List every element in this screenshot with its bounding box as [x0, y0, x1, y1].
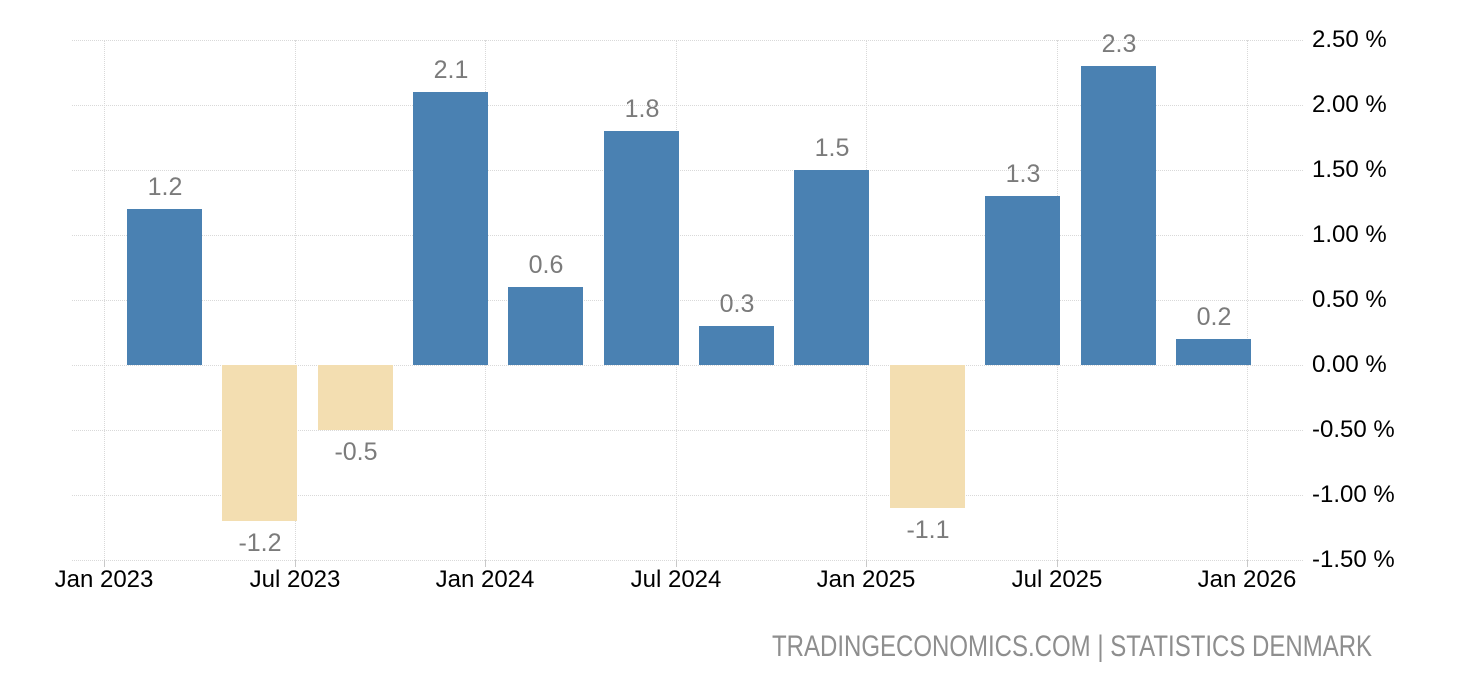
- x-axis-label: Jul 2024: [630, 566, 722, 593]
- bar-value-label: 2.1: [433, 56, 469, 84]
- x-axis-tick: [1247, 560, 1248, 567]
- gridline-horizontal: [72, 365, 1303, 366]
- x-axis-label: Jan 2026: [1197, 566, 1297, 593]
- x-axis-tick: [866, 560, 867, 567]
- y-axis-label: 0.50 %: [1312, 286, 1387, 313]
- bar-value-label: 1.3: [1005, 160, 1041, 188]
- x-axis-label: Jan 2025: [816, 566, 916, 593]
- gridline-horizontal: [72, 300, 1303, 301]
- bar-value-label: 1.8: [624, 95, 660, 123]
- bar-q1-2025[interactable]: [890, 365, 965, 508]
- gridline-horizontal: [72, 105, 1303, 106]
- gridline-vertical: [295, 40, 296, 560]
- x-axis-label: Jul 2023: [249, 566, 341, 593]
- y-axis-label: -1.00 %: [1312, 481, 1395, 508]
- bar-q4-2025[interactable]: [1176, 339, 1251, 365]
- x-axis-label: Jul 2025: [1011, 566, 1103, 593]
- x-axis-tick: [1057, 560, 1058, 567]
- y-axis-label: 1.50 %: [1312, 156, 1387, 183]
- bar-value-label: 1.2: [147, 173, 183, 201]
- bar-value-label: -1.2: [238, 529, 282, 557]
- source-attribution: TRADINGECONOMICS.COM | STATISTICS DENMAR…: [771, 630, 1372, 663]
- bar-q1-2023[interactable]: [127, 209, 202, 365]
- y-axis-label: 0.00 %: [1312, 351, 1387, 378]
- x-axis-label: Jan 2023: [54, 566, 154, 593]
- y-axis-label: -0.50 %: [1312, 416, 1395, 443]
- x-axis-label: Jan 2024: [435, 566, 535, 593]
- bar-q3-2024[interactable]: [699, 326, 774, 365]
- bar-value-label: -0.5: [334, 438, 378, 466]
- gridline-vertical: [104, 40, 105, 560]
- bar-q3-2023[interactable]: [318, 365, 393, 430]
- bar-value-label: 0.2: [1196, 303, 1232, 331]
- x-axis-tick: [295, 560, 296, 567]
- gridline-horizontal: [72, 430, 1303, 431]
- bar-q2-2024[interactable]: [604, 131, 679, 365]
- bar-value-label: -1.1: [906, 516, 950, 544]
- y-axis-label: -1.50 %: [1312, 546, 1395, 573]
- gridline-horizontal: [72, 560, 1303, 561]
- bar-q3-2025[interactable]: [1081, 66, 1156, 365]
- bar-value-label: 1.5: [814, 134, 850, 162]
- gridline-horizontal: [72, 40, 1303, 41]
- bar-q4-2023[interactable]: [413, 92, 488, 365]
- y-axis-label: 2.50 %: [1312, 26, 1387, 53]
- y-axis-label: 1.00 %: [1312, 221, 1387, 248]
- bar-value-label: 2.3: [1101, 30, 1137, 58]
- bar-q2-2023[interactable]: [222, 365, 297, 521]
- gridline-vertical: [1247, 40, 1248, 560]
- bar-q2-2025[interactable]: [985, 196, 1060, 365]
- bar-value-label: 0.6: [528, 251, 564, 279]
- gridline-horizontal: [72, 235, 1303, 236]
- y-axis-label: 2.00 %: [1312, 91, 1387, 118]
- gridline-horizontal: [72, 170, 1303, 171]
- x-axis-tick: [485, 560, 486, 567]
- bar-q1-2024[interactable]: [508, 287, 583, 365]
- gridline-horizontal: [72, 495, 1303, 496]
- x-axis-tick: [676, 560, 677, 567]
- x-axis-tick: [104, 560, 105, 567]
- bar-value-label: 0.3: [719, 290, 755, 318]
- bar-q4-2024[interactable]: [794, 170, 869, 365]
